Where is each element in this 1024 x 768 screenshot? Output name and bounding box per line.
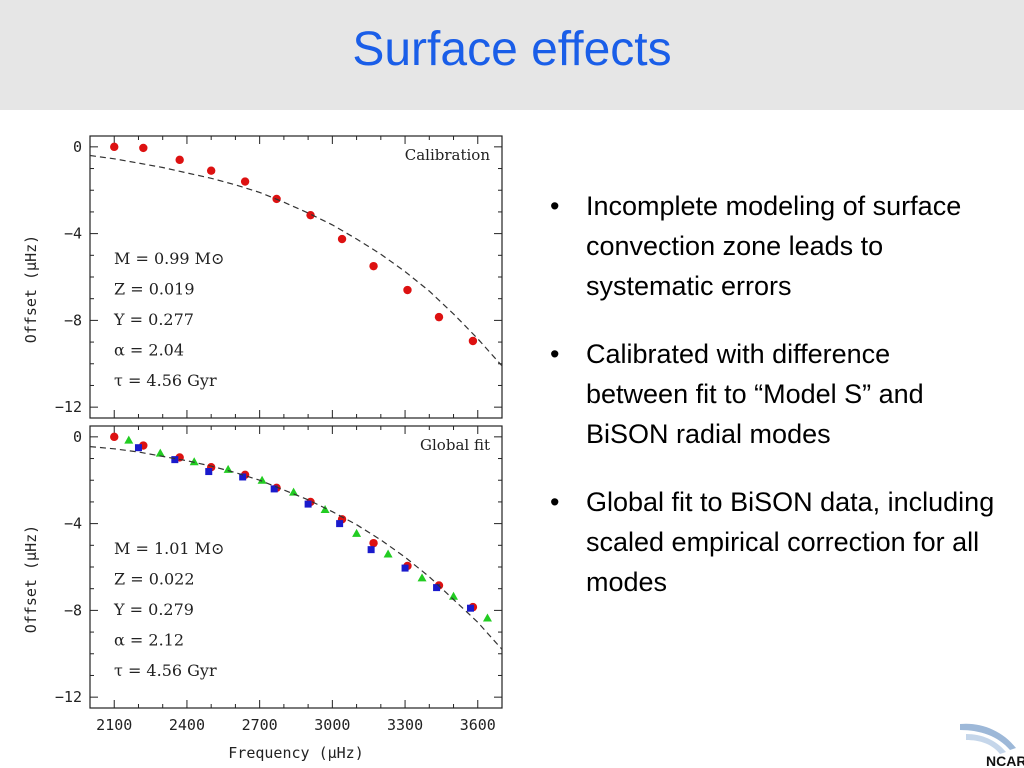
- data-point-circle: [468, 336, 478, 346]
- ncar-logo: NCAR: [960, 723, 1024, 768]
- data-point-circle: [240, 177, 250, 186]
- logo-swoosh-icon: [966, 734, 1006, 754]
- parameter-text: Y = 0.277: [113, 310, 194, 329]
- panel-label: Global fit: [420, 436, 490, 454]
- data-point-triangle: [189, 457, 199, 466]
- data-point-square: [134, 444, 142, 452]
- data-point-square: [270, 485, 278, 493]
- x-tick-label: 3000: [314, 716, 350, 734]
- data-point-square: [304, 500, 312, 508]
- y-axis-label: Offset (μHz): [22, 235, 40, 343]
- data-point-triangle: [383, 549, 393, 558]
- figure: 0 −4 −8 −12 Offset (μHz) Calibration M = 0.99 …: [22, 135, 503, 762]
- data-point-triangle: [320, 505, 330, 514]
- data-point-triangle: [417, 573, 427, 582]
- parameter-text: τ = 4.56 Gyr: [114, 661, 217, 680]
- model-curve: [90, 154, 502, 367]
- y-tick-label: −8: [64, 311, 82, 329]
- data-point-circle: [175, 155, 184, 165]
- model-curve: [90, 446, 502, 650]
- data-point-circle: [306, 210, 315, 220]
- data-point-square: [336, 520, 344, 528]
- parameter-text: Z = 0.022: [114, 570, 195, 589]
- parameter-text: τ = 4.56 Gyr: [114, 371, 217, 390]
- data-point-triangle: [289, 487, 299, 496]
- bullet-icon: •: [550, 191, 560, 221]
- data-point-square: [433, 584, 441, 592]
- bullet-item-3: • Global fit to BiSON data, including sca…: [548, 482, 998, 602]
- logo-swoosh-icon: [960, 723, 1016, 750]
- y-tick-label: −4: [64, 515, 82, 533]
- x-tick-label: 2700: [242, 716, 278, 734]
- y-tick-label: −8: [64, 601, 82, 619]
- x-tick-label: 3300: [387, 716, 423, 734]
- data-point-triangle: [124, 435, 134, 444]
- data-point-circle: [337, 234, 347, 244]
- data-point-circle: [110, 432, 119, 442]
- parameter-text: α = 2.12: [114, 631, 184, 650]
- y-tick-label: −12: [55, 688, 82, 706]
- bullet-list: • Incomplete modeling of surface convecti…: [548, 186, 998, 630]
- bullet-text-2: Calibrated with difference between fit t…: [586, 339, 924, 449]
- data-point-triangle: [482, 613, 492, 622]
- data-point-circle: [369, 538, 378, 548]
- title-band: [0, 0, 1024, 110]
- logo-text: NCAR: [986, 753, 1024, 768]
- parameter-text: M = 0.99 M⊙: [114, 249, 224, 268]
- parameter-text: Y = 0.279: [113, 600, 194, 619]
- data-point-circle: [403, 285, 412, 295]
- y-tick-label: 0: [73, 428, 82, 446]
- x-tick-label: 2400: [169, 716, 205, 734]
- data-point-triangle: [449, 591, 459, 600]
- y-axis-label: Offset (μHz): [22, 525, 40, 633]
- parameter-text: M = 1.01 M⊙: [114, 539, 224, 558]
- data-point-triangle: [257, 475, 267, 484]
- y-tick-label: 0: [73, 138, 82, 156]
- bullet-text-1: Incomplete modeling of surface convectio…: [586, 191, 962, 301]
- bullet-text-3: Global fit to BiSON data, including scal…: [586, 487, 995, 597]
- x-axis-label: Frequency (μHz): [228, 744, 363, 762]
- bullet-icon: •: [550, 487, 560, 517]
- bullet-icon: •: [550, 339, 560, 369]
- data-point-triangle: [352, 528, 362, 537]
- data-point-circle: [110, 142, 119, 152]
- parameter-text: Z = 0.019: [114, 280, 195, 299]
- bullet-item-1: • Incomplete modeling of surface convecti…: [548, 186, 998, 306]
- data-point-square: [401, 564, 409, 572]
- data-point-square: [466, 604, 474, 612]
- panel-label: Calibration: [405, 146, 491, 164]
- data-point-circle: [434, 312, 444, 322]
- data-point-circle: [206, 166, 216, 175]
- data-point-square: [239, 473, 247, 481]
- data-point-square: [171, 456, 179, 464]
- data-point-triangle: [155, 448, 165, 457]
- parameter-text: α = 2.04: [114, 341, 184, 360]
- x-tick-label: 3600: [460, 716, 496, 734]
- x-tick-label: 2100: [96, 716, 132, 734]
- slide-title: Surface effects: [352, 23, 672, 76]
- bullet-item-2: • Calibrated with difference between fit …: [548, 334, 998, 454]
- data-point-circle: [139, 143, 148, 153]
- y-tick-label: −12: [55, 398, 82, 416]
- data-point-square: [205, 468, 213, 476]
- data-point-square: [367, 546, 375, 554]
- y-tick-label: −4: [64, 225, 82, 243]
- data-point-circle: [369, 261, 378, 271]
